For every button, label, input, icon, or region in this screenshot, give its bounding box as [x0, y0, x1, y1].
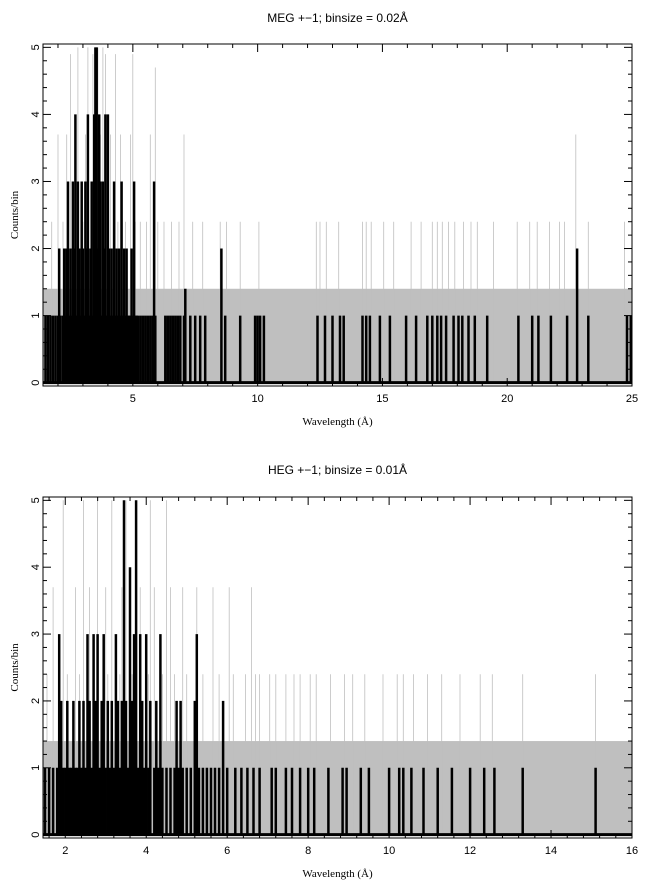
x-tick-label: 5 — [130, 393, 136, 405]
x-tick-label: 14 — [545, 845, 557, 857]
x-tick-label: 10 — [383, 845, 395, 857]
x-tick-label: 12 — [464, 845, 476, 857]
plot-area — [43, 500, 632, 837]
x-tick-label: 10 — [252, 393, 264, 405]
y-tick-label: 0 — [30, 380, 42, 386]
y-tick-label: 1 — [30, 313, 42, 319]
plot-area — [43, 47, 632, 385]
x-axis-label: Wavelength (Å) — [302, 416, 373, 428]
y-axis-label: Counts/bin — [9, 190, 21, 239]
chart-title: MEG +−1; binsize = 0.02Å — [267, 10, 407, 25]
y-tick-label: 5 — [30, 497, 42, 503]
y-tick-label: 2 — [30, 245, 42, 251]
chart-0: 5 10 15 20 25 0 1 2 3 4 5 MEG +−1; binsize = 0.02Å W… — [9, 10, 638, 428]
y-tick-label: 0 — [30, 832, 42, 838]
x-tick-label: 6 — [224, 845, 230, 857]
x-tick-label: 15 — [376, 393, 388, 405]
x-tick-label: 20 — [501, 393, 513, 405]
y-tick-label: 4 — [30, 111, 42, 117]
plot-frame — [42, 496, 633, 839]
x-tick-label: 4 — [143, 845, 149, 857]
y-tick-label: 2 — [30, 698, 42, 704]
y-tick-label: 5 — [30, 44, 42, 50]
series-foreground — [44, 47, 632, 383]
y-axis-label: Counts/bin — [9, 643, 21, 692]
y-tick-label: 3 — [30, 631, 42, 637]
x-tick-label: 25 — [626, 393, 638, 405]
x-axis-label: Wavelength (Å) — [302, 868, 373, 880]
plot-frame — [42, 43, 633, 387]
y-tick-label: 1 — [30, 765, 42, 771]
y-tick-label: 4 — [30, 564, 42, 570]
y-tick-label: 3 — [30, 178, 42, 184]
chart-title: HEG +−1; binsize = 0.01Å — [268, 462, 407, 477]
x-tick-label: 2 — [62, 845, 68, 857]
series-foreground — [43, 500, 597, 835]
x-tick-label: 16 — [626, 845, 638, 857]
x-tick-label: 8 — [305, 845, 311, 857]
